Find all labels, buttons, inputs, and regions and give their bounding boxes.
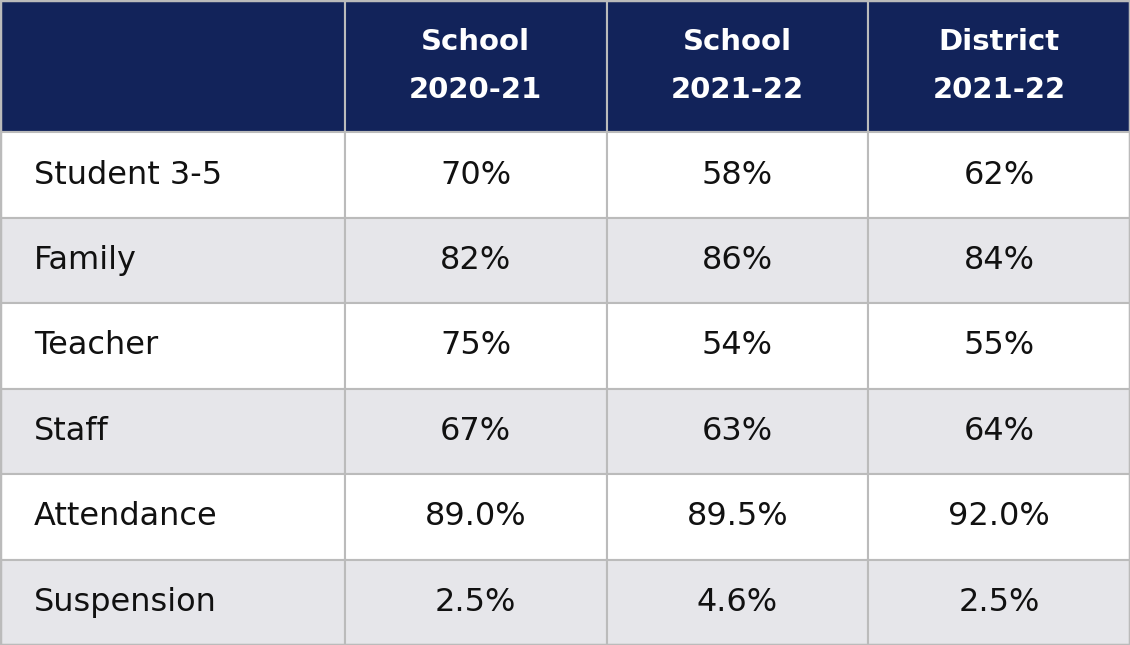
Bar (607, 218, 868, 303)
Bar (607, 474, 868, 560)
Bar (0, 218, 345, 303)
Text: Staff: Staff (34, 416, 108, 447)
Text: 2021-22: 2021-22 (671, 76, 805, 104)
Bar (868, 132, 1130, 218)
Bar (0, 132, 345, 218)
Bar (0, 0, 345, 132)
Bar (0, 389, 345, 474)
Bar (0, 474, 345, 560)
Bar (607, 132, 868, 218)
Bar (868, 560, 1130, 645)
Text: 75%: 75% (441, 330, 512, 361)
Text: 2.5%: 2.5% (958, 587, 1040, 618)
Bar (607, 303, 868, 389)
Text: 54%: 54% (702, 330, 773, 361)
Bar (868, 0, 1130, 132)
Text: 89.0%: 89.0% (425, 501, 527, 532)
Text: 70%: 70% (441, 159, 512, 191)
Bar (345, 560, 607, 645)
Text: 2.5%: 2.5% (435, 587, 516, 618)
Bar (345, 0, 607, 132)
Text: Teacher: Teacher (34, 330, 158, 361)
Text: 2020-21: 2020-21 (409, 76, 542, 104)
Bar (345, 389, 607, 474)
Text: 2021-22: 2021-22 (932, 76, 1066, 104)
Bar (345, 218, 607, 303)
Text: Attendance: Attendance (34, 501, 218, 532)
Text: 63%: 63% (702, 416, 773, 447)
Text: 84%: 84% (964, 245, 1035, 276)
Bar (345, 474, 607, 560)
Bar (868, 218, 1130, 303)
Text: 89.5%: 89.5% (687, 501, 789, 532)
Text: 4.6%: 4.6% (697, 587, 779, 618)
Text: School: School (683, 28, 792, 56)
Bar (345, 303, 607, 389)
Text: 92.0%: 92.0% (948, 501, 1050, 532)
Bar (607, 0, 868, 132)
Bar (0, 560, 345, 645)
Text: District: District (939, 28, 1060, 56)
Text: 67%: 67% (441, 416, 512, 447)
Bar (0, 303, 345, 389)
Text: School: School (421, 28, 530, 56)
Bar (868, 303, 1130, 389)
Bar (868, 389, 1130, 474)
Text: Family: Family (34, 245, 137, 276)
Text: 64%: 64% (964, 416, 1035, 447)
Text: 62%: 62% (964, 159, 1035, 191)
Bar (345, 132, 607, 218)
Bar (607, 560, 868, 645)
Text: 86%: 86% (702, 245, 773, 276)
Bar (868, 474, 1130, 560)
Bar (607, 389, 868, 474)
Text: 55%: 55% (964, 330, 1035, 361)
Text: 58%: 58% (702, 159, 773, 191)
Text: 82%: 82% (441, 245, 512, 276)
Text: Suspension: Suspension (34, 587, 217, 618)
Text: Student 3-5: Student 3-5 (34, 159, 221, 191)
